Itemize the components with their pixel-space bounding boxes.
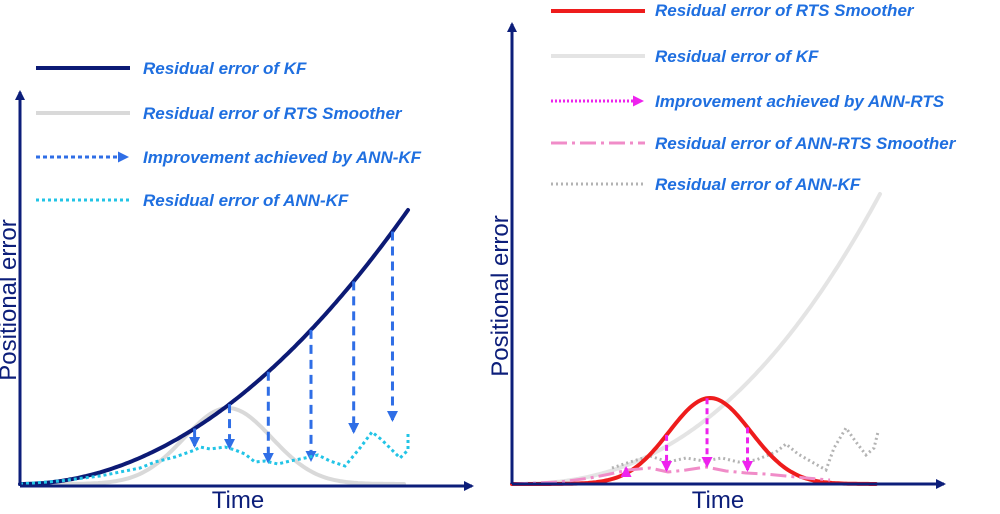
- left-chart: Residual error of KF Residual error of R…: [0, 59, 474, 514]
- right-legend-label-kf: Residual error of KF: [655, 47, 819, 66]
- right-legend-label-rts: Residual error of RTS Smoother: [655, 1, 915, 20]
- right-improvement-arrows: [620, 398, 754, 477]
- left-x-axis-label: Time: [212, 487, 264, 514]
- right-kf-curve: [510, 192, 882, 486]
- left-improvement-arrows: [189, 231, 398, 464]
- left-legend-label-improvement: Improvement achieved by ANN-KF: [143, 148, 422, 167]
- left-kf-curve: [18, 208, 410, 486]
- left-ann-kf-curve: [19, 429, 410, 486]
- right-chart: Residual error of RTS Smoother Residual …: [487, 1, 957, 514]
- left-legend-label-ann-kf: Residual error of ANN-KF: [143, 191, 349, 210]
- right-ann-kf-curve: [611, 425, 880, 473]
- left-y-axis-label: Positional error: [0, 219, 22, 380]
- left-legend-label-rts: Residual error of RTS Smoother: [143, 104, 403, 123]
- left-rts-curve: [18, 405, 406, 486]
- left-legend-label-kf: Residual error of KF: [143, 59, 307, 78]
- right-legend-label-ann-kf: Residual error of ANN-KF: [655, 175, 861, 194]
- left-legend: Residual error of KF Residual error of R…: [36, 59, 422, 210]
- right-ann-rts-curve: [511, 465, 831, 486]
- right-legend-label-ann-rts: Residual error of ANN-RTS Smoother: [655, 134, 957, 153]
- right-x-axis-label: Time: [692, 487, 744, 514]
- right-legend: Residual error of RTS Smoother Residual …: [551, 1, 957, 194]
- right-legend-label-improvement: Improvement achieved by ANN-RTS: [655, 92, 945, 111]
- right-y-axis-label: Positional error: [487, 215, 514, 376]
- right-rts-curve: [510, 395, 878, 486]
